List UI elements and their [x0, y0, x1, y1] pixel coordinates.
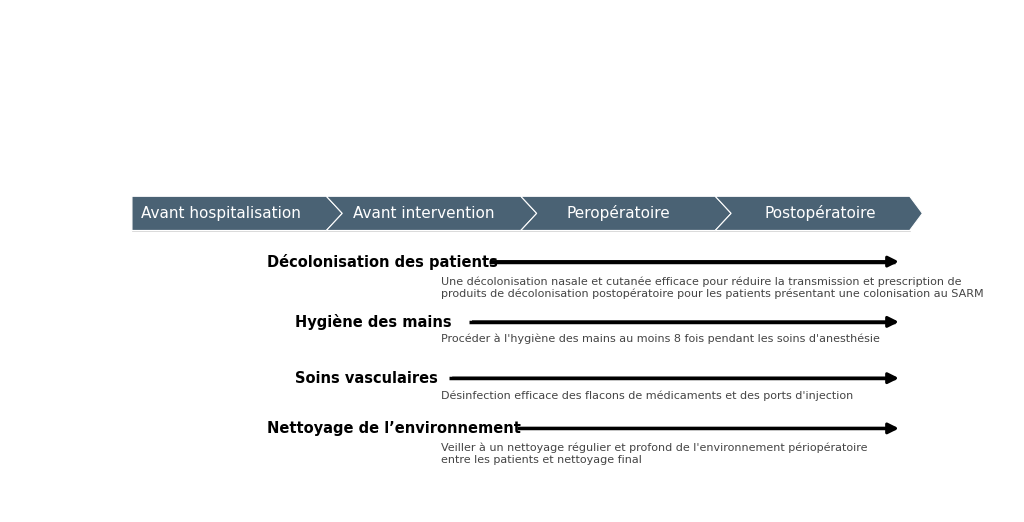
Text: Hygiène des mains: Hygiène des mains [295, 314, 452, 330]
Text: Une décolonisation nasale et cutanée efficace pour réduire la transmission et pr: Une décolonisation nasale et cutanée eff… [441, 277, 984, 299]
Text: Décolonisation des patients: Décolonisation des patients [267, 254, 498, 269]
Polygon shape [521, 196, 731, 230]
Text: Procéder à l'hygiène des mains au moins 8 fois pendant les soins d'anesthésie: Procéder à l'hygiène des mains au moins … [441, 334, 881, 345]
Text: Postopératoire: Postopératoire [765, 205, 877, 221]
Text: Peropératoire: Peropératoire [566, 205, 670, 221]
Text: Avant intervention: Avant intervention [353, 206, 495, 221]
Text: Avant hospitalisation: Avant hospitalisation [141, 206, 301, 221]
Polygon shape [132, 196, 342, 230]
Polygon shape [327, 196, 537, 230]
Text: Veiller à un nettoyage régulier et profond de l'environnement périopératoire
ent: Veiller à un nettoyage régulier et profo… [441, 443, 868, 465]
Text: Soins vasculaires: Soins vasculaires [295, 371, 437, 386]
Polygon shape [715, 196, 923, 230]
Text: Nettoyage de l’environnement: Nettoyage de l’environnement [267, 421, 521, 436]
Text: Désinfection efficace des flacons de médicaments et des ports d'injection: Désinfection efficace des flacons de méd… [441, 390, 854, 401]
